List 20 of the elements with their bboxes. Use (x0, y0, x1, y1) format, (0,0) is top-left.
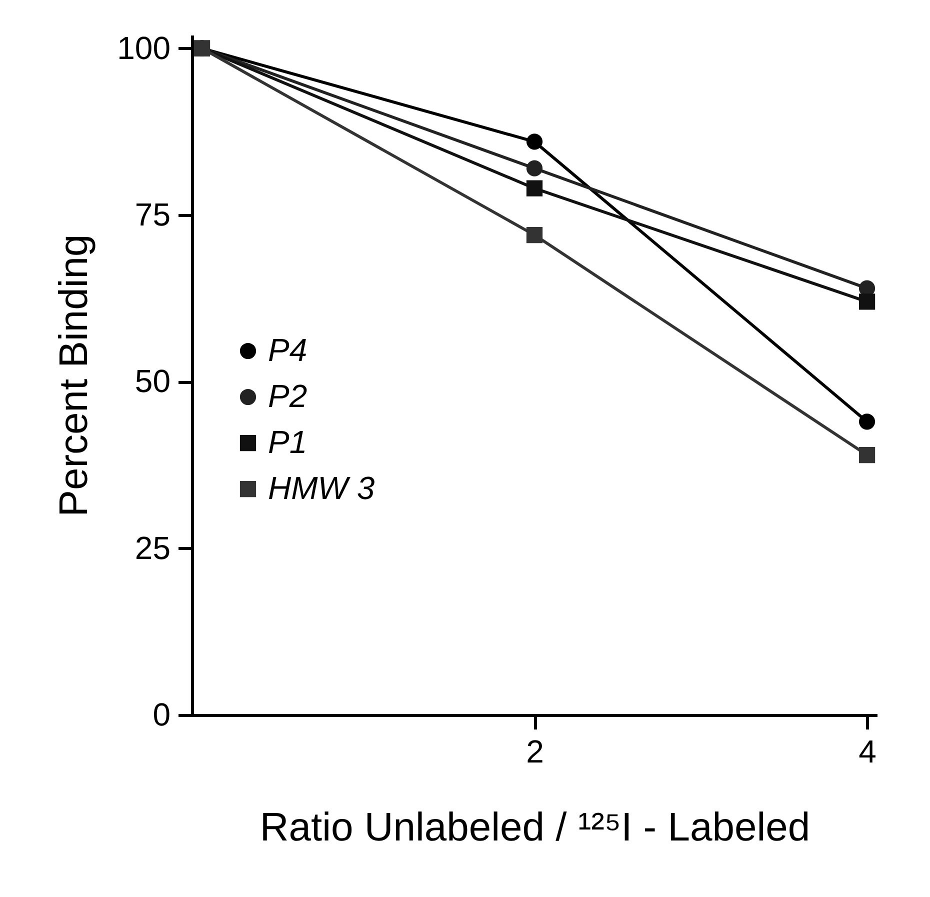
point (526, 134, 543, 150)
legend-label: P4 (268, 332, 308, 368)
y-tick-label: 0 (152, 696, 170, 732)
point (858, 294, 876, 310)
x-tick-label: 2 (526, 734, 544, 770)
x-axis-title: Ratio Unlabeled / ¹²⁵I - Labeled (260, 806, 810, 850)
y-tick-label: 100 (117, 30, 170, 66)
y-tick-label: 50 (134, 363, 170, 400)
point (858, 446, 876, 464)
y-axis-title: Percent Binding (52, 234, 96, 517)
point (858, 414, 876, 430)
point (526, 226, 543, 244)
legend-label: P2 (268, 378, 308, 414)
y-tick-label: 25 (134, 530, 170, 566)
y-tick-label: 75 (134, 196, 170, 232)
point (526, 160, 543, 176)
legend-label: HMW 3 (268, 470, 375, 506)
x-tick-label: 4 (858, 734, 876, 770)
point (526, 180, 543, 196)
legend-label: P1 (268, 424, 308, 460)
